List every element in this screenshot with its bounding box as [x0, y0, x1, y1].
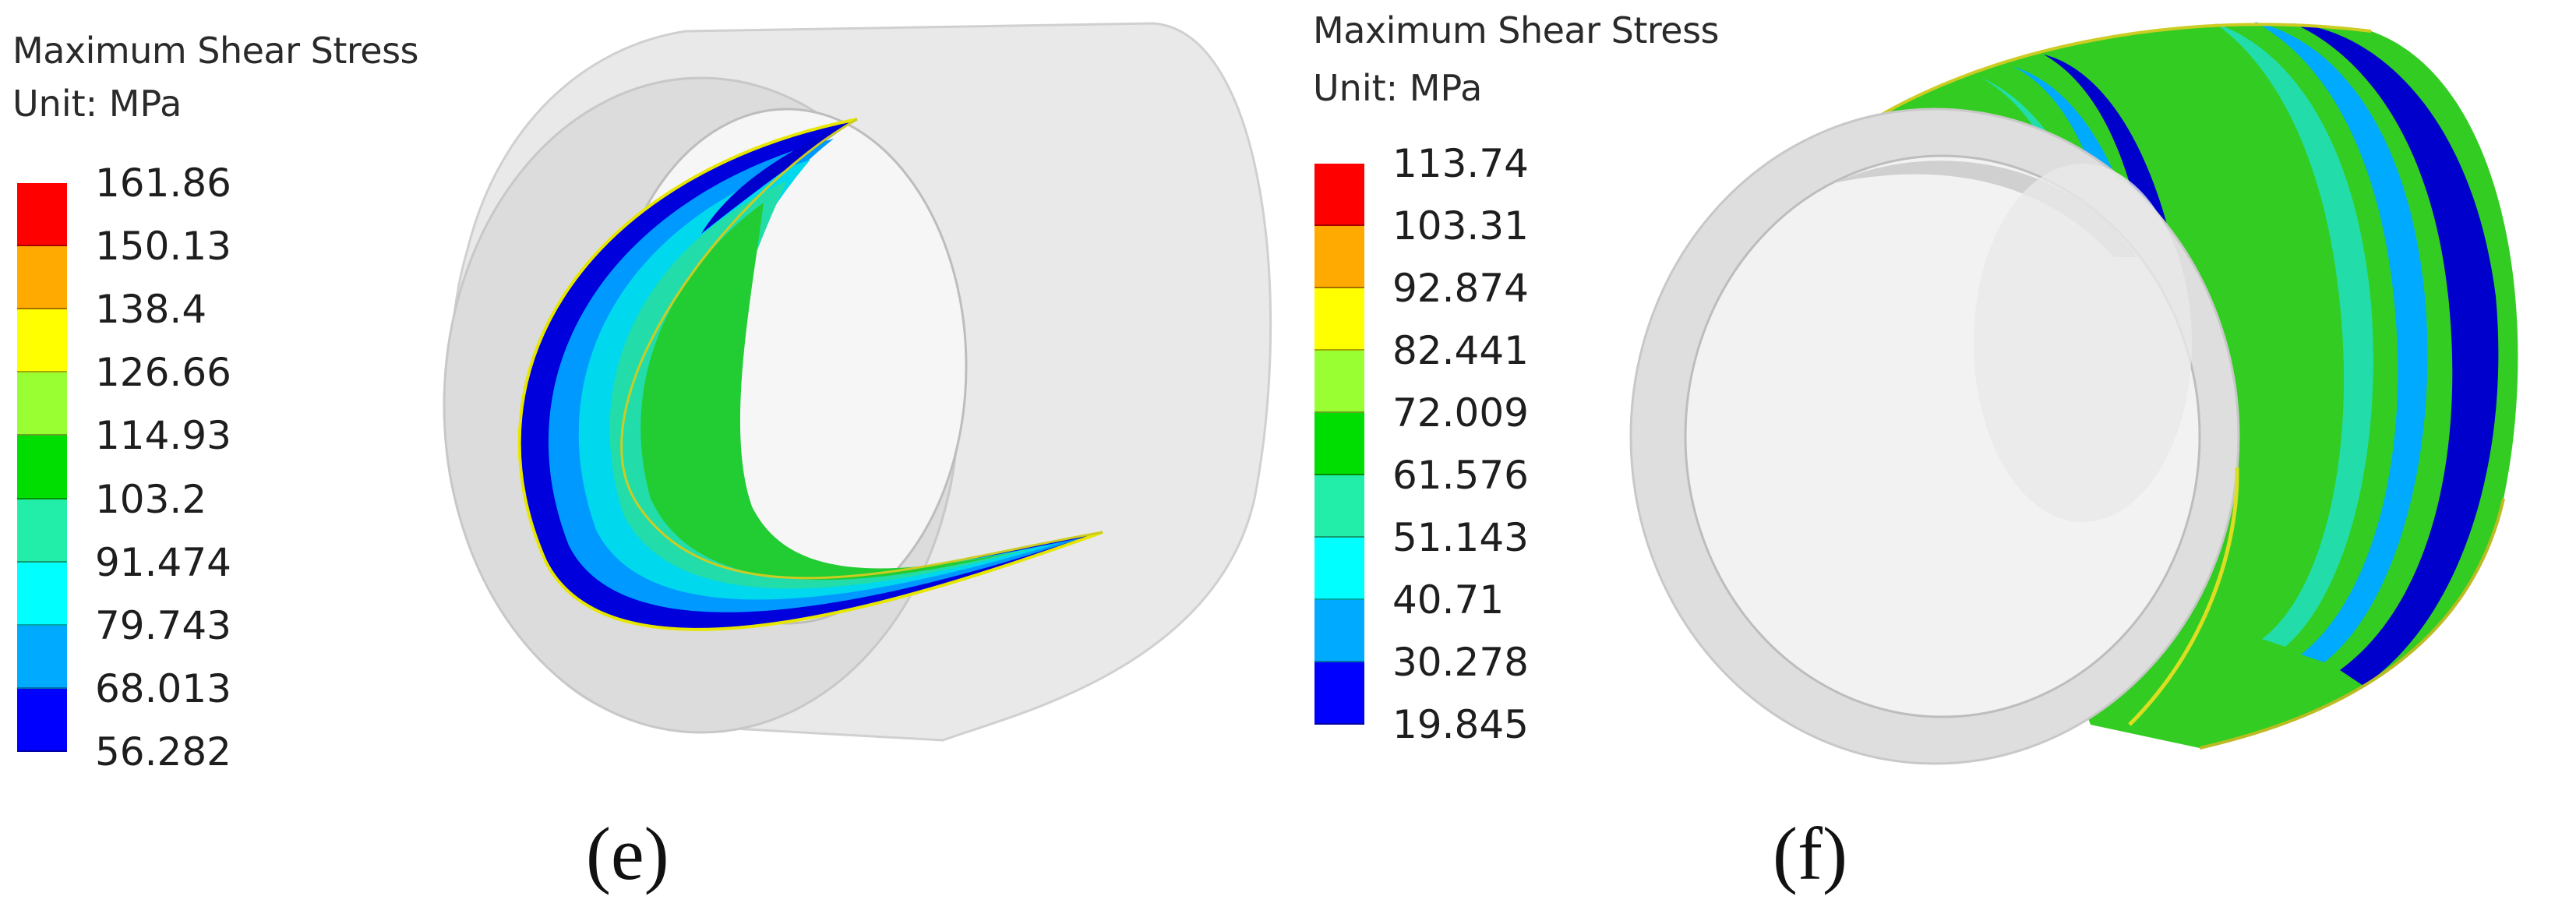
legend-swatch	[17, 309, 67, 373]
legend-swatch	[1314, 475, 1364, 538]
legend-swatch	[17, 372, 67, 436]
legend-title: Maximum Shear Stress	[12, 30, 419, 72]
panel-label: (e)	[586, 812, 669, 895]
legend-level-label: 103.31	[1392, 203, 1529, 249]
legend-level-label: 56.282	[95, 729, 231, 775]
cylinder-contour-plot-f	[1629, 22, 2518, 765]
legend-level-label: 61.576	[1392, 453, 1529, 498]
legend-swatch	[17, 499, 67, 563]
legend-unit: Unit: MPa	[1313, 67, 1483, 109]
legend-level-label: 103.2	[95, 476, 207, 522]
legend-level-label: 126.66	[95, 350, 231, 396]
legend-level-label: 68.013	[95, 665, 231, 711]
legend-unit: Unit: MPa	[12, 83, 182, 125]
legend-swatch	[17, 688, 67, 752]
legend-swatch	[17, 562, 67, 626]
legend-level-label: 113.74	[1392, 141, 1529, 186]
legend-level-label: 150.13	[95, 224, 231, 270]
cylinder-contour-plot-e	[443, 22, 1272, 742]
legend-level-label: 92.874	[1392, 266, 1529, 311]
legend-level-label: 40.71	[1392, 577, 1505, 623]
legend-swatch	[1314, 351, 1364, 413]
legend-swatch	[17, 436, 67, 499]
legend-level-label: 72.009	[1392, 390, 1529, 436]
legend-level-label: 114.93	[95, 413, 231, 459]
legend-color-bar	[17, 183, 67, 752]
legend-swatch	[17, 246, 67, 310]
legend-swatch	[1314, 600, 1364, 662]
legend-swatch	[1314, 662, 1364, 725]
panel-f: Maximum Shear Stress Unit: MPa 113.74 103…	[1288, 0, 2576, 914]
legend-swatch	[1314, 413, 1364, 475]
legend-level-label: 138.4	[95, 287, 207, 333]
legend-level-label: 82.441	[1392, 328, 1529, 373]
panel-e: Maximum Shear Stress Unit: MPa 161.86 150…	[12, 22, 1272, 895]
panel-label: (f)	[1773, 812, 1847, 895]
legend-level-label: 91.474	[95, 539, 231, 585]
legend-swatch	[1314, 164, 1364, 226]
legend-swatch	[1314, 288, 1364, 351]
legend-swatch	[17, 183, 67, 247]
legend-swatch	[17, 625, 67, 689]
legend-level-label: 79.743	[95, 602, 231, 648]
legend-swatch	[1314, 226, 1364, 288]
legend-level-label: 161.86	[95, 161, 231, 206]
legend-swatch	[1314, 538, 1364, 600]
legend-level-label: 51.143	[1392, 515, 1529, 560]
legend-level-label: 30.278	[1392, 640, 1529, 685]
legend-title: Maximum Shear Stress	[1313, 9, 1720, 51]
legend-level-label: 19.845	[1392, 702, 1529, 747]
legend-color-bar	[1314, 164, 1364, 725]
inner-liner-contour	[517, 118, 1103, 631]
